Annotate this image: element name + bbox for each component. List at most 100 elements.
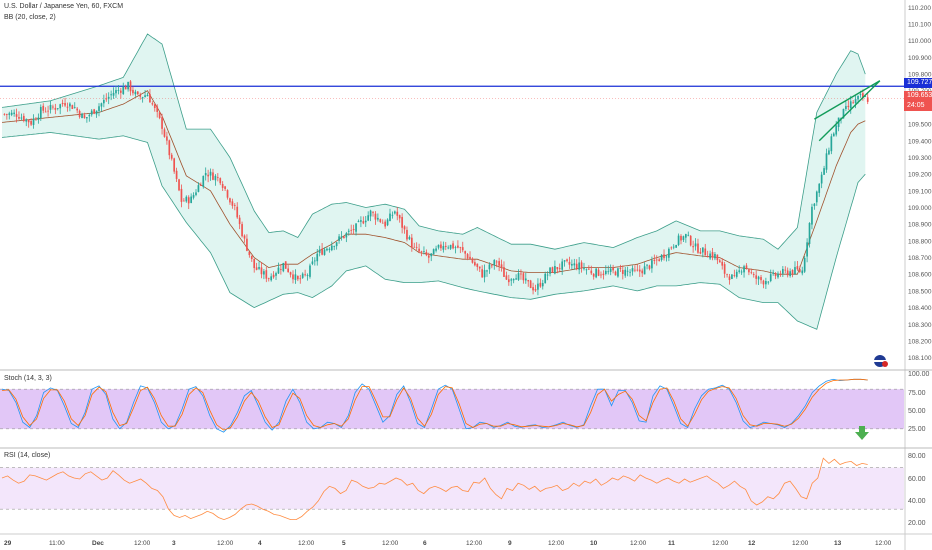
candle <box>714 251 716 261</box>
candle <box>364 215 367 227</box>
time-tick-label: 10 <box>590 540 598 547</box>
time-tick-label: 6 <box>423 540 427 547</box>
candle <box>449 244 452 250</box>
candle <box>406 226 408 242</box>
price-tick-label: 108.500 <box>908 288 932 295</box>
candle <box>119 87 122 99</box>
candle <box>173 157 176 174</box>
time-tick-label: 12:00 <box>548 540 565 547</box>
candle <box>83 112 86 119</box>
candle <box>435 245 437 253</box>
last-price-tag: 109.653 <box>904 91 932 101</box>
time-tick-label: Dec <box>92 540 104 547</box>
price-tick-label: 109.400 <box>908 138 932 145</box>
price-tick-label: 110.000 <box>908 38 931 45</box>
candle <box>694 238 697 251</box>
candle <box>284 261 287 269</box>
candle <box>221 181 224 191</box>
candle <box>735 269 738 279</box>
candle <box>670 246 673 250</box>
candle <box>554 260 556 275</box>
candle <box>316 248 319 266</box>
candle <box>529 279 532 289</box>
candle <box>403 225 406 234</box>
candle <box>226 189 229 200</box>
candle <box>100 102 103 112</box>
candle <box>175 167 178 183</box>
candle <box>350 224 353 235</box>
candle <box>64 97 66 108</box>
candle <box>527 279 530 287</box>
candle <box>571 259 573 270</box>
price-tick-label: 109.100 <box>908 188 932 195</box>
candle <box>483 264 486 283</box>
lower-band-line <box>1 132 866 330</box>
candle <box>418 243 420 254</box>
candle <box>665 254 668 262</box>
candle <box>432 248 435 255</box>
candle <box>544 271 547 284</box>
candle <box>306 273 309 281</box>
candle <box>498 257 500 272</box>
candle <box>408 235 411 241</box>
candle <box>93 108 95 115</box>
candle <box>595 268 597 279</box>
candle <box>541 279 544 290</box>
candle <box>668 247 670 262</box>
candle <box>566 258 568 263</box>
candle <box>357 219 360 223</box>
candle <box>675 244 677 248</box>
candle <box>825 148 828 173</box>
candle <box>588 265 590 270</box>
candle <box>621 265 624 280</box>
candle <box>672 244 675 250</box>
candle <box>272 271 275 279</box>
candle <box>6 113 8 120</box>
candle <box>330 241 333 252</box>
time-tick-label: 5 <box>342 540 346 547</box>
candle <box>791 269 794 278</box>
candle <box>132 86 134 96</box>
candle <box>236 202 239 219</box>
price-tick-label: 108.200 <box>908 338 932 345</box>
candle <box>129 80 132 96</box>
candle <box>486 269 488 277</box>
candle <box>779 270 782 277</box>
time-tick-label: 11:00 <box>49 540 65 547</box>
stoch-tick-100: 100.00 <box>908 371 930 378</box>
candle <box>144 90 146 98</box>
candle <box>386 218 389 227</box>
candle <box>292 270 294 284</box>
candle <box>617 267 619 278</box>
candle <box>231 198 234 209</box>
price-tick-label: 109.900 <box>908 55 932 62</box>
candle <box>512 278 515 284</box>
candle <box>852 99 855 104</box>
candle <box>166 131 168 145</box>
candle <box>849 95 852 114</box>
candle <box>624 267 627 278</box>
candle <box>845 101 847 112</box>
candle <box>765 277 767 290</box>
candle <box>718 258 721 263</box>
candle <box>369 209 372 222</box>
candle <box>250 255 253 262</box>
candle <box>20 113 23 121</box>
candle <box>813 203 816 210</box>
candle <box>697 238 699 254</box>
candle <box>149 89 151 103</box>
candle <box>282 262 285 273</box>
candle <box>13 109 15 117</box>
stoch-tick-75: 75.00 <box>908 390 926 397</box>
candle <box>636 264 639 272</box>
candle <box>326 247 328 252</box>
price-tick-label: 108.800 <box>908 238 932 245</box>
price-tick-label: 109.200 <box>908 172 932 179</box>
candle <box>398 214 401 223</box>
bollinger-bands-label: BB (20, close, 2) <box>4 14 56 21</box>
candle <box>757 275 760 286</box>
candle <box>69 102 71 112</box>
candle <box>782 266 784 277</box>
candle <box>602 270 605 280</box>
